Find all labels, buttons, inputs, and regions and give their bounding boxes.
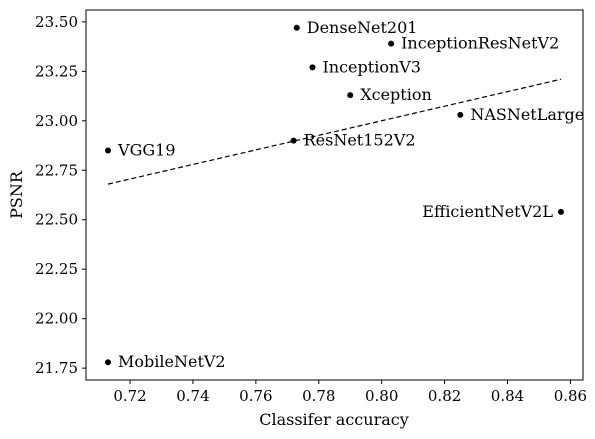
x-tick-label: 0.74: [176, 387, 209, 405]
data-point: [457, 111, 464, 118]
data-point: [105, 359, 112, 366]
y-tick-label: 23.50: [35, 13, 78, 31]
y-tick-label: 23.00: [35, 112, 78, 130]
y-tick-label: 22.25: [35, 260, 78, 278]
x-tick-label: 0.82: [428, 387, 461, 405]
x-axis-title: Classifer accuracy: [259, 410, 409, 429]
y-tick-label: 23.25: [35, 62, 78, 80]
point-label: VGG19: [117, 140, 175, 159]
data-point: [290, 137, 297, 144]
y-tick-label: 21.75: [35, 359, 78, 377]
point-label: EfficientNetV2L: [422, 202, 553, 221]
point-label: InceptionV3: [322, 57, 421, 76]
point-label: ResNet152V2: [304, 131, 416, 150]
x-tick-label: 0.86: [554, 387, 587, 405]
y-tick-label: 22.50: [35, 211, 78, 229]
x-tick-label: 0.78: [302, 387, 335, 405]
x-tick-label: 0.76: [239, 387, 272, 405]
point-label: Xception: [360, 85, 432, 104]
data-point: [105, 147, 112, 154]
data-point: [388, 40, 395, 47]
x-axis: 0.72 0.74 0.76 0.78 0.80 0.82 0.84 0.86: [113, 380, 587, 405]
plot-frame: [85, 9, 584, 381]
trend-line-group: [107, 78, 562, 185]
data-point: [309, 64, 316, 71]
y-tick-label: 22.00: [35, 310, 78, 328]
trend-line: [107, 78, 562, 185]
y-tick-label: 22.75: [35, 161, 78, 179]
x-tick-label: 0.84: [491, 387, 524, 405]
data-point: [347, 92, 354, 99]
y-axis-title: PSNR: [7, 170, 26, 219]
point-label: InceptionResNetV2: [401, 34, 559, 53]
x-tick-label: 0.80: [365, 387, 398, 405]
data-point: [557, 208, 564, 215]
data-point: [293, 24, 300, 31]
point-label: DenseNet201: [307, 18, 418, 37]
point-label: MobileNetV2: [118, 352, 226, 371]
point-label: NASNetLarge: [470, 105, 584, 124]
x-tick-label: 0.72: [113, 387, 146, 405]
y-axis: 21.75 22.00 22.25 22.50 22.75 23.00 23.25 23.50: [35, 13, 86, 377]
